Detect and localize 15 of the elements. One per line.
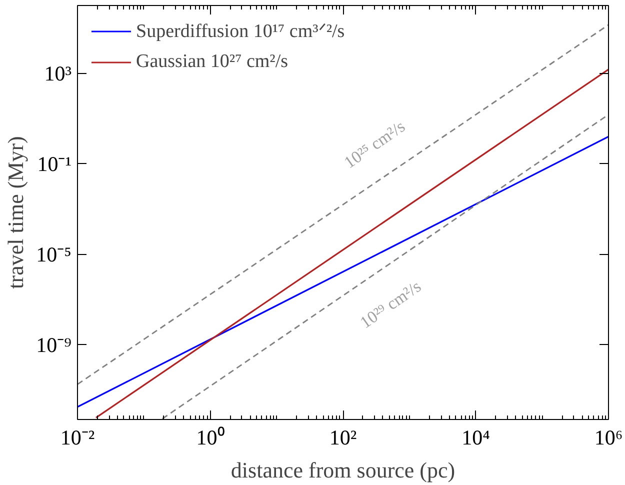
annotation: 10²⁹ cm²/s [356, 276, 424, 332]
x-tick-label: 10⁴ [462, 426, 490, 450]
x-axis-title: distance from source (pc) [230, 458, 456, 482]
x-tick-label: 10² [329, 426, 357, 450]
y-tick-label: 10⁻⁹ [36, 332, 72, 357]
legend-label: Gaussian 10²⁷ cm²/s [136, 51, 288, 73]
annotation: 10²⁵ cm²/s [340, 116, 408, 172]
y-tick-label: 10⁻⁵ [36, 242, 72, 266]
x-tick-label: 10⁶ [594, 426, 623, 450]
y-axis-title: travel time (Myr) [3, 136, 28, 289]
y-tick-label: 10³ [44, 61, 72, 86]
y-tick-label: 10⁻¹ [37, 152, 72, 176]
x-tick-label: 10⁻² [60, 426, 95, 450]
legend-label: Superdiffusion 10¹⁷ cm³ᐟ²/s [136, 20, 345, 43]
x-tick-label: 10⁰ [196, 426, 224, 450]
